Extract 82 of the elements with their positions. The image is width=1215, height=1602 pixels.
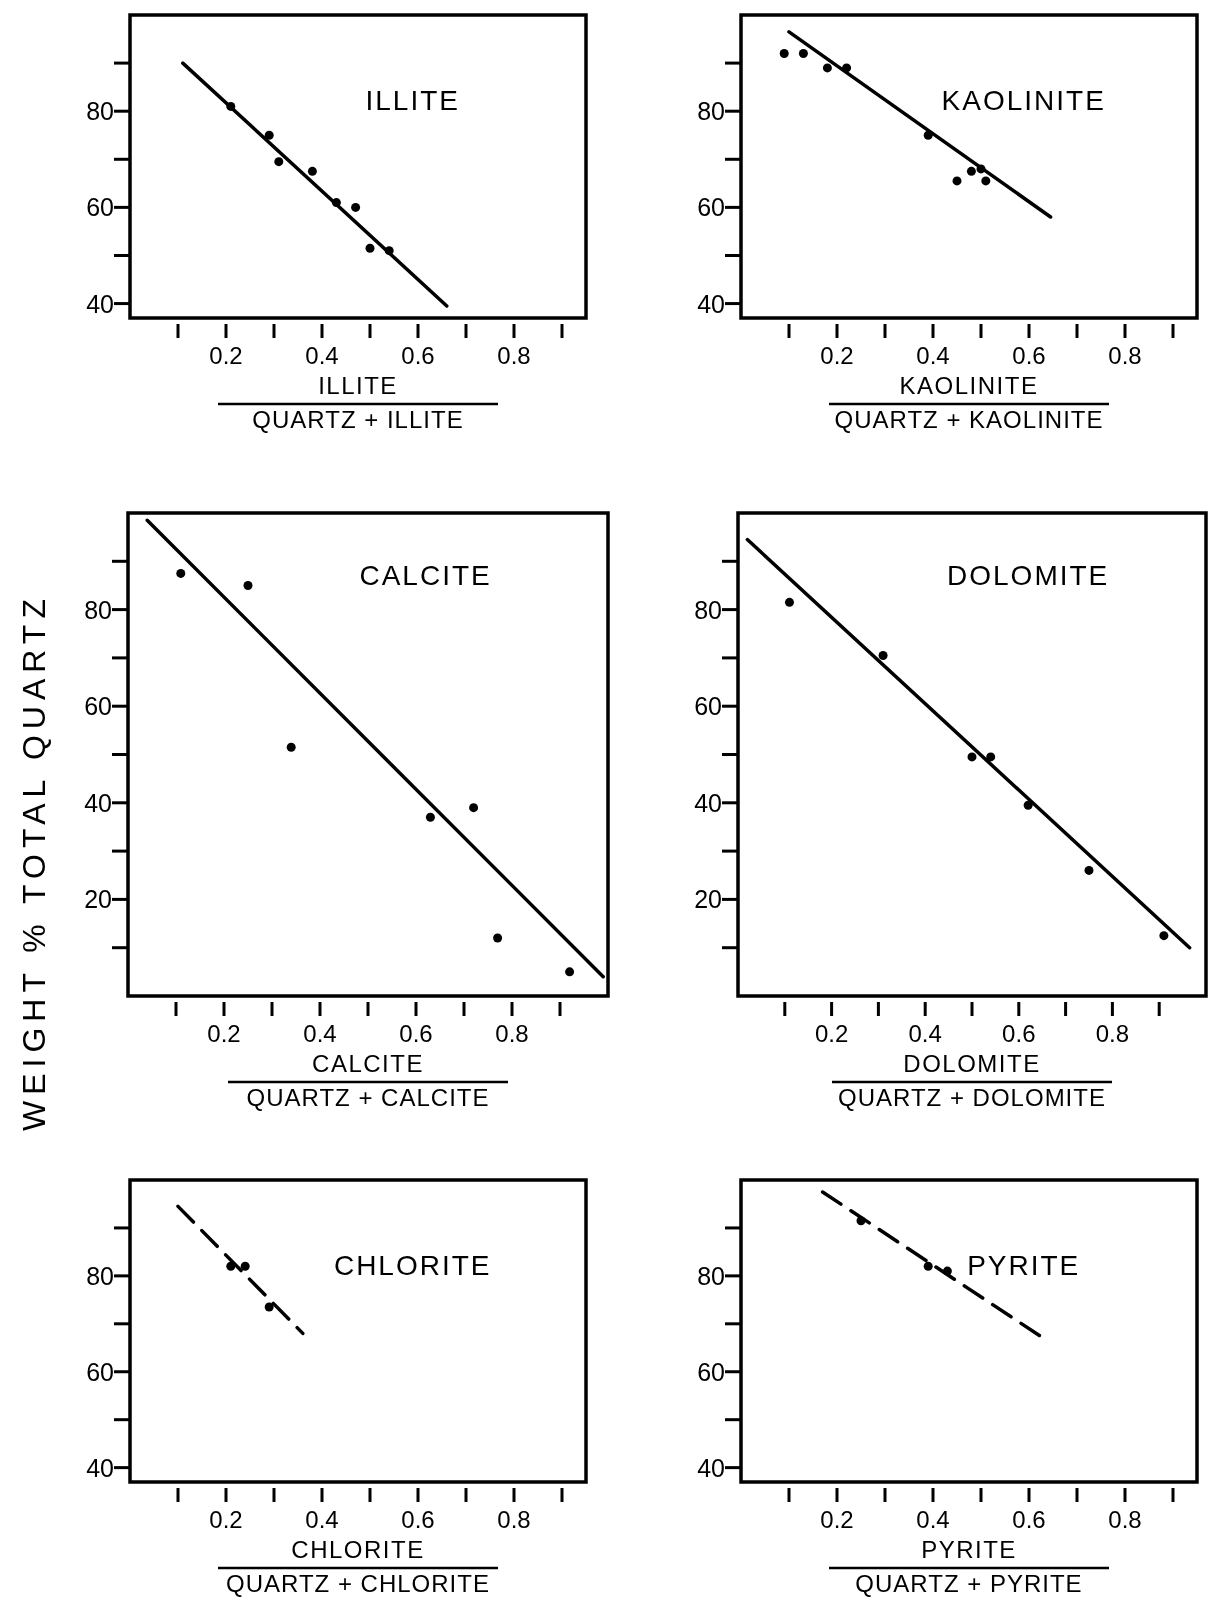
x-tick-label: 0.6 — [1002, 1020, 1036, 1047]
x-axis-title: CALCITE QUARTZ + CALCITE — [246, 1050, 490, 1111]
y-tick-label: 60 — [697, 1357, 725, 1386]
point — [967, 752, 977, 762]
point — [981, 176, 991, 186]
point — [779, 48, 789, 58]
y-tick-label: 40 — [84, 788, 112, 817]
text: DOLOMITE — [947, 560, 1110, 591]
point — [923, 1261, 933, 1271]
y-tick-label: 40 — [697, 1453, 725, 1482]
point — [264, 130, 274, 140]
y-tick-label: 60 — [86, 1357, 114, 1386]
x-tick-label: 0.2 — [207, 1020, 241, 1047]
point — [966, 166, 976, 176]
x-tick-label: 0.2 — [814, 1020, 849, 1047]
point — [878, 650, 888, 660]
point — [243, 580, 253, 590]
point — [365, 243, 375, 253]
y-tick-label: 40 — [697, 289, 725, 318]
x-tick-label: 0.8 — [495, 1020, 529, 1047]
x-tick-label: 0.8 — [1108, 1506, 1142, 1533]
point — [351, 202, 361, 212]
point — [307, 166, 317, 176]
y-tick-label: 80 — [694, 595, 722, 624]
point — [176, 568, 186, 578]
point — [469, 803, 479, 813]
point — [274, 157, 284, 167]
text: PYRITE — [967, 1250, 1081, 1281]
text: ILLITE — [365, 85, 460, 116]
point — [822, 63, 832, 73]
y-tick-label: 80 — [86, 97, 114, 126]
y-tick-label: 60 — [697, 193, 725, 222]
x-tick-label: 0.2 — [820, 1506, 854, 1533]
y-tick-label: 60 — [86, 193, 114, 222]
x-axis-title: DOLOMITE QUARTZ + DOLOMITE — [838, 1050, 1106, 1111]
point — [986, 752, 996, 762]
point — [798, 48, 808, 58]
point — [286, 742, 296, 752]
y-tick-label: 40 — [86, 1453, 114, 1482]
y-tick-label: 40 — [86, 289, 114, 318]
x-tick-label: 0.2 — [209, 342, 243, 369]
point — [425, 812, 435, 822]
y-tick-label: 80 — [697, 97, 725, 126]
point — [565, 967, 575, 977]
x-tick-label: 0.2 — [209, 1506, 243, 1533]
text: KAOLINITE — [941, 85, 1106, 116]
point — [784, 597, 794, 607]
x-tick-label: 0.4 — [303, 1020, 337, 1047]
x-tick-label: 0.2 — [820, 342, 854, 369]
x-tick-label: 0.8 — [1108, 342, 1142, 369]
x-tick-label: 0.4 — [305, 1506, 339, 1533]
y-tick-label: 80 — [84, 595, 112, 624]
x-tick-label: 0.8 — [497, 1506, 531, 1533]
x-tick-label: 0.4 — [916, 1506, 950, 1533]
x-tick-label: 0.6 — [1012, 1506, 1046, 1533]
x-tick-label: 0.6 — [1012, 342, 1046, 369]
point — [952, 176, 962, 186]
y-tick-label: 20 — [84, 885, 112, 914]
x-axis-title: PYRITE QUARTZ + PYRITE — [855, 1536, 1083, 1597]
y-tick-label: 80 — [86, 1261, 114, 1290]
x-tick-label: 0.4 — [916, 342, 950, 369]
x-tick-label: 0.6 — [399, 1020, 433, 1047]
x-tick-label: 0.4 — [305, 342, 339, 369]
y-axis-title: WEIGHT % TOTAL QUARTZ — [16, 593, 52, 1131]
x-tick-label: 0.4 — [908, 1020, 942, 1047]
x-axis-title: ILLITE QUARTZ + ILLITE — [252, 372, 464, 433]
y-tick-label: 60 — [84, 692, 112, 721]
y-tick-label: 60 — [694, 692, 722, 721]
x-tick-label: 0.6 — [401, 1506, 435, 1533]
y-tick-label: 40 — [694, 788, 722, 817]
point — [1084, 865, 1094, 875]
x-axis-title: CHLORITE QUARTZ + CHLORITE — [226, 1536, 490, 1597]
y-tick-label: 80 — [697, 1261, 725, 1290]
y-tick-label: 20 — [694, 885, 722, 914]
x-tick-label: 0.6 — [401, 342, 435, 369]
x-tick-label: 0.8 — [497, 342, 531, 369]
point — [493, 933, 503, 943]
x-tick-label: 0.8 — [1095, 1020, 1130, 1047]
x-axis-title: KAOLINITE QUARTZ + KAOLINITE — [834, 372, 1104, 433]
point — [1159, 931, 1169, 941]
text: CHLORITE — [333, 1250, 492, 1281]
text: CALCITE — [359, 560, 492, 591]
